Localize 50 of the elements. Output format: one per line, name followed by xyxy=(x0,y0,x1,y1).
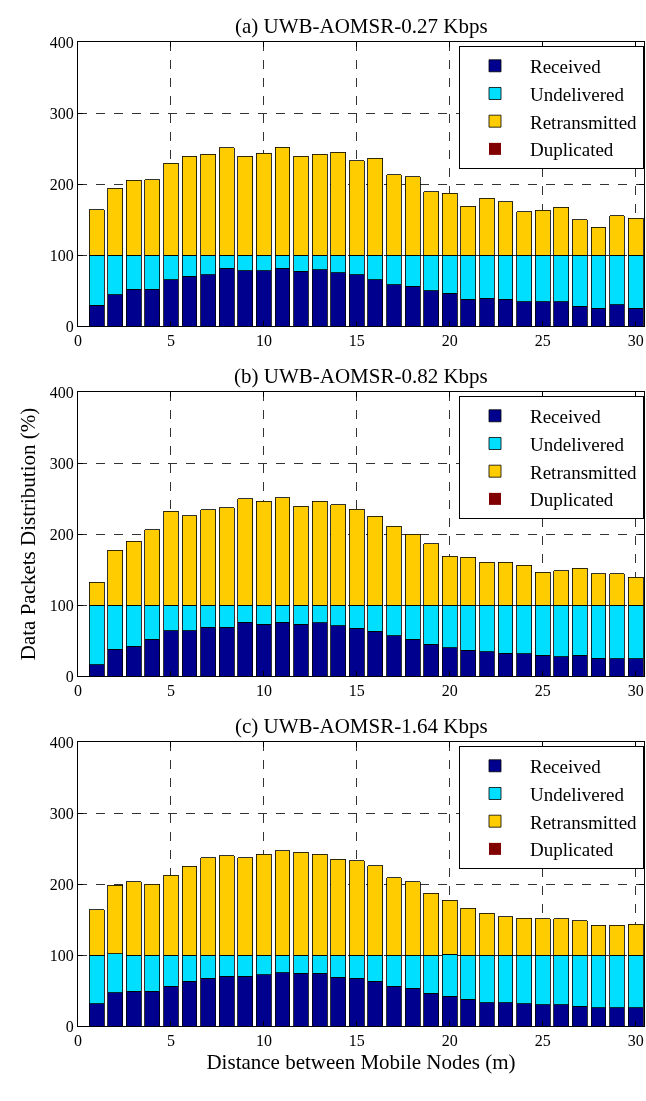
y-tick-label: 200 xyxy=(49,525,74,543)
y-tick-label: 0 xyxy=(65,1017,74,1035)
x-tick-label: 30 xyxy=(627,332,644,350)
y-tick-label: 400 xyxy=(49,733,74,751)
x-tick-label: 30 xyxy=(627,682,644,700)
x-axis-title: Distance between Mobile Nodes (m) xyxy=(206,1050,516,1075)
legend-label: Undelivered xyxy=(530,783,625,805)
legend-label: Undelivered xyxy=(530,433,625,455)
y-tick-label: 100 xyxy=(49,246,74,264)
chart-title: (b) UWB-AOMSR-0.82 Kbps xyxy=(234,364,488,388)
x-tick-label: 30 xyxy=(627,1032,644,1050)
legend-label: Received xyxy=(530,406,602,428)
y-tick-label: 200 xyxy=(49,175,74,193)
legend-label: Retransmitted xyxy=(530,461,638,483)
y-tick-label: 300 xyxy=(49,454,74,472)
chart-title: (a) UWB-AOMSR-0.27 Kbps xyxy=(235,14,488,38)
legend-label: Received xyxy=(530,56,602,78)
legend-label: Duplicated xyxy=(530,139,614,161)
y-tick-label: 100 xyxy=(49,596,74,614)
x-tick-label: 10 xyxy=(255,682,272,700)
x-tick-label: 20 xyxy=(441,1032,458,1050)
x-tick-label: 15 xyxy=(348,1032,365,1050)
x-tick-label: 5 xyxy=(166,1032,175,1050)
y-tick-label: 100 xyxy=(49,946,74,964)
x-tick-label: 25 xyxy=(534,332,551,350)
x-tick-label: 5 xyxy=(166,332,175,350)
x-tick-label: 15 xyxy=(348,682,365,700)
x-tick-label: 25 xyxy=(534,1032,551,1050)
x-tick-label: 20 xyxy=(441,682,458,700)
chart-title: (c) UWB-AOMSR-1.64 Kbps xyxy=(235,714,488,738)
legend-label: Duplicated xyxy=(530,839,614,861)
y-tick-label: 0 xyxy=(65,667,74,685)
x-tick-label: 10 xyxy=(255,1032,272,1050)
y-axis-title: Data Packets Distribution (%) xyxy=(15,407,40,661)
y-tick-label: 400 xyxy=(49,383,74,401)
x-tick-label: 25 xyxy=(534,682,551,700)
x-tick-label: 10 xyxy=(255,332,272,350)
y-tick-label: 300 xyxy=(49,104,74,122)
y-tick-label: 400 xyxy=(49,33,74,51)
legend-label: Received xyxy=(530,756,602,778)
x-tick-label: 20 xyxy=(441,332,458,350)
y-tick-label: 300 xyxy=(49,804,74,822)
legend-label: Retransmitted xyxy=(530,111,638,133)
legend-label: Undelivered xyxy=(530,83,625,105)
y-tick-label: 200 xyxy=(49,875,74,893)
legend-label: Retransmitted xyxy=(530,811,638,833)
x-tick-label: 5 xyxy=(166,682,175,700)
y-tick-label: 0 xyxy=(65,317,74,335)
x-tick-label: 15 xyxy=(348,332,365,350)
legend-label: Duplicated xyxy=(530,489,614,511)
